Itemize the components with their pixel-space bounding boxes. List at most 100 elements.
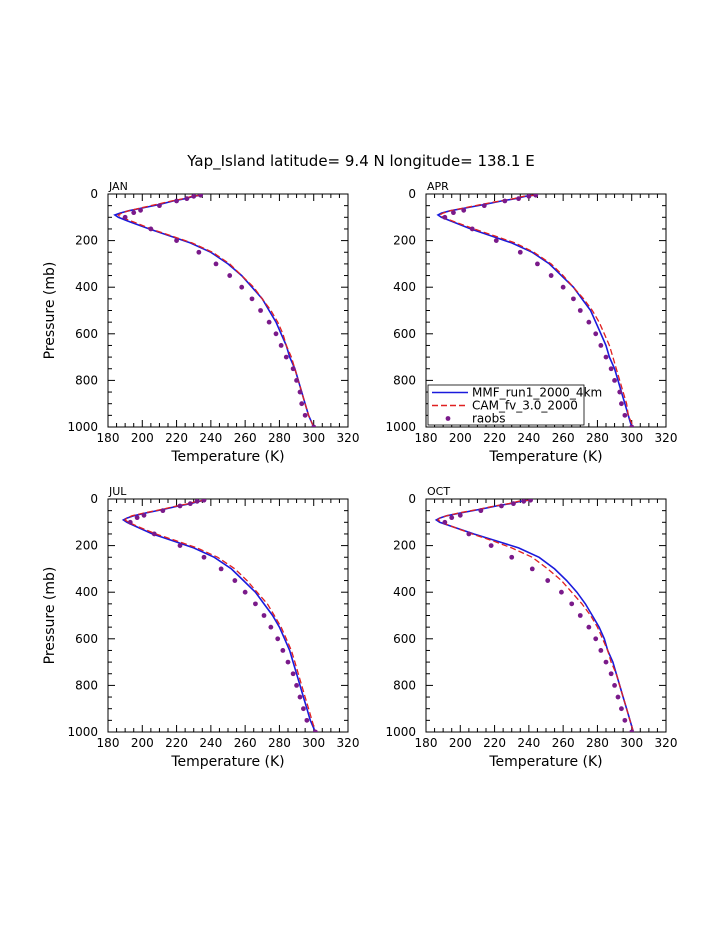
raobs-point <box>545 578 551 583</box>
x-tick-label: 200 <box>131 431 154 445</box>
x-tick-label: 320 <box>655 736 678 750</box>
y-tick-label: 1000 <box>67 725 98 739</box>
raobs-point <box>196 249 202 255</box>
raobs-point <box>598 648 604 653</box>
raobs-point <box>294 683 299 688</box>
x-axis-label: Temperature (K) <box>170 449 284 465</box>
raobs-point <box>612 378 617 383</box>
raobs-point <box>249 296 255 302</box>
raobs-point <box>577 613 583 618</box>
panel-title: JAN <box>108 180 128 193</box>
y-tick-label: 800 <box>393 678 416 692</box>
raobs-point <box>469 226 475 232</box>
y-tick-label: 600 <box>393 327 416 341</box>
mmf-series-line <box>113 194 315 427</box>
x-tick-label: 220 <box>483 736 506 750</box>
legend-entry-label: MMF_run1_2000_4km <box>472 386 602 400</box>
raobs-point <box>280 648 286 653</box>
raobs-point <box>593 636 599 642</box>
y-tick-label: 0 <box>90 492 98 506</box>
cam-series-line <box>438 194 634 427</box>
raobs-point <box>535 261 540 267</box>
x-tick-label: 260 <box>234 431 257 445</box>
raobs-point <box>449 515 455 521</box>
y-tick-label: 200 <box>75 539 98 553</box>
raobs-point <box>511 501 516 507</box>
raobs-point <box>488 543 494 548</box>
raobs-point <box>521 499 527 504</box>
raobs-point <box>297 694 303 700</box>
raobs-point <box>232 578 238 583</box>
x-tick-label: 240 <box>517 736 540 750</box>
y-tick-label: 400 <box>75 280 98 294</box>
x-tick-label: 200 <box>131 736 154 750</box>
x-tick-label: 220 <box>483 431 506 445</box>
raobs-point <box>227 273 233 278</box>
y-tick-label: 1000 <box>385 420 416 434</box>
raobs-point <box>148 226 154 232</box>
x-tick-label: 180 <box>415 431 438 445</box>
raobs-point <box>442 214 448 220</box>
x-tick-label: 260 <box>552 736 575 750</box>
raobs-point <box>301 706 306 712</box>
raobs-point <box>275 636 281 642</box>
x-tick-label: 320 <box>337 431 360 445</box>
raobs-point <box>213 261 219 267</box>
panels-group: JAN 180 200 220 240 260 280 300 320 0 200 400 600 800… <box>42 180 677 770</box>
raobs-point <box>138 207 143 213</box>
legend-entry-label: CAM_fv_3.0_2000 <box>472 399 578 413</box>
x-tick-label: 300 <box>620 431 643 445</box>
y-tick-label: 0 <box>90 187 98 201</box>
x-tick-label: 200 <box>449 736 472 750</box>
raobs-point <box>629 424 635 427</box>
raobs-point <box>502 198 508 204</box>
x-tick-label: 180 <box>97 736 120 750</box>
x-axis-label: Temperature (K) <box>170 754 284 770</box>
x-tick-label: 220 <box>165 736 188 750</box>
cam-series-line <box>124 499 317 732</box>
raobs-point <box>577 308 583 313</box>
raobs-point <box>461 207 467 213</box>
raobs-point <box>619 706 624 712</box>
raobs-point <box>559 589 564 595</box>
raobs-point <box>258 308 263 313</box>
x-tick-label: 240 <box>517 431 540 445</box>
y-tick-label: 1000 <box>67 420 98 434</box>
x-tick-label: 280 <box>268 736 291 750</box>
legend-dot-icon <box>445 416 451 421</box>
plot-area <box>434 499 635 732</box>
x-tick-label: 240 <box>199 431 222 445</box>
x-tick-label: 260 <box>234 736 257 750</box>
raobs-point <box>191 194 197 199</box>
raobs-point <box>466 531 472 537</box>
raobs-point <box>177 543 183 548</box>
raobs-point <box>516 196 521 202</box>
raobs-point <box>619 401 624 407</box>
legend-entry-label: raobs <box>472 412 506 426</box>
y-tick-label: 200 <box>393 539 416 553</box>
plot-area <box>121 499 318 732</box>
raobs-point <box>569 601 575 607</box>
raobs-point <box>313 729 318 732</box>
raobs-point <box>157 203 162 209</box>
cam-series-line <box>117 194 315 427</box>
x-tick-label: 200 <box>449 431 472 445</box>
raobs-point <box>517 249 523 255</box>
raobs-point <box>134 515 140 521</box>
y-tick-label: 0 <box>408 492 416 506</box>
raobs-point <box>141 512 147 518</box>
panel-title: JUL <box>108 485 127 498</box>
raobs-point <box>526 194 532 199</box>
raobs-point <box>187 501 193 507</box>
raobs-point <box>127 519 133 525</box>
raobs-point <box>122 214 128 220</box>
raobs-point <box>598 343 604 348</box>
y-tick-label: 400 <box>393 585 416 599</box>
x-tick-label: 300 <box>620 736 643 750</box>
cam-series-line <box>437 499 635 732</box>
figure-title: Yap_Island latitude= 9.4 N longitude= 13… <box>186 152 534 171</box>
x-tick-label: 280 <box>586 431 609 445</box>
panel-title: OCT <box>427 485 450 498</box>
